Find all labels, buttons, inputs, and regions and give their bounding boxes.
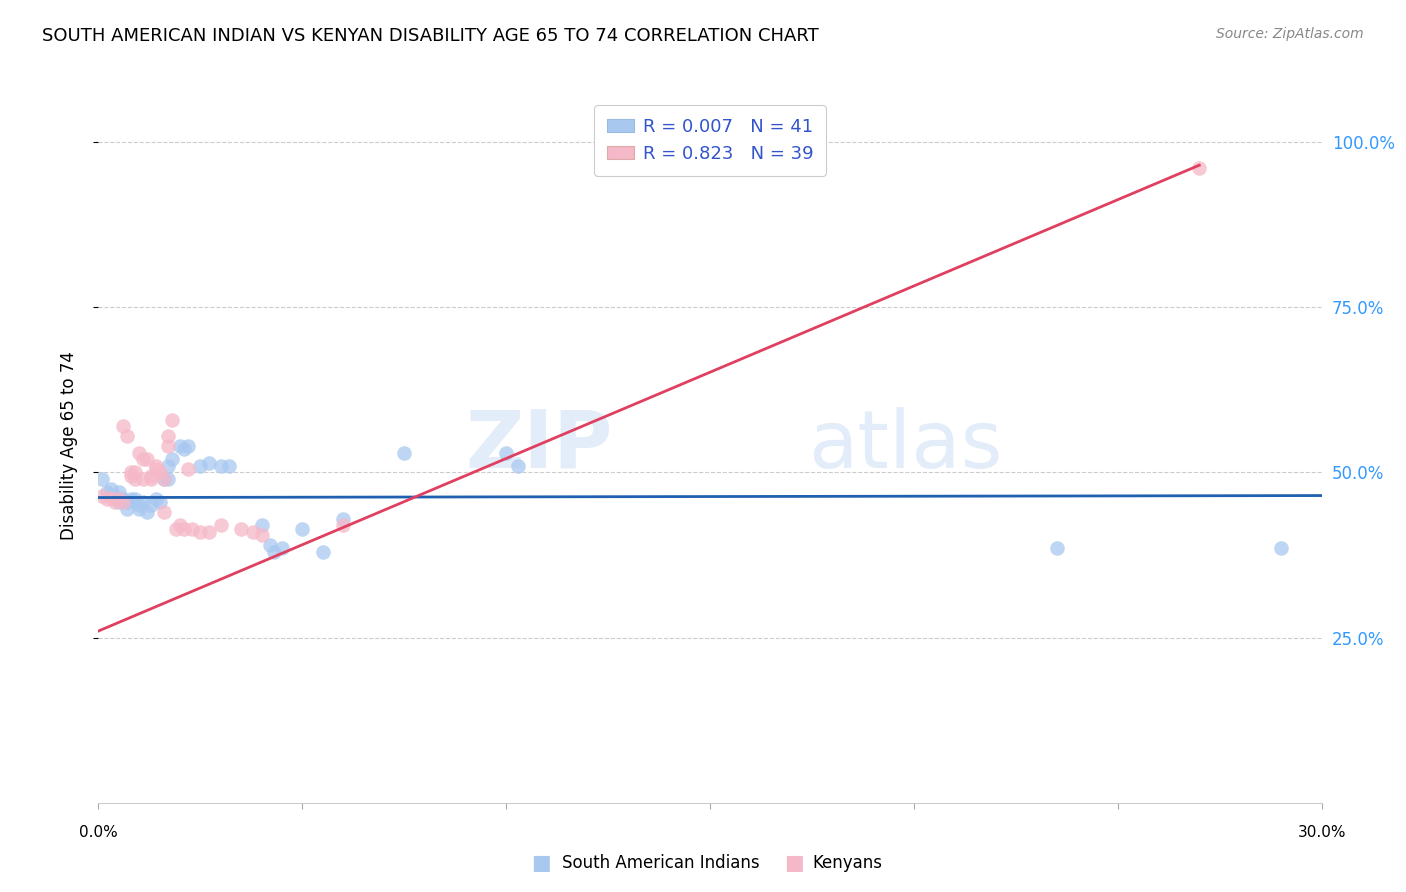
Point xyxy=(132,472,155,486)
Point xyxy=(156,439,179,453)
Text: ZIP: ZIP xyxy=(465,407,612,485)
Point xyxy=(104,495,127,509)
Text: atlas: atlas xyxy=(808,407,1002,485)
Point xyxy=(218,458,240,473)
Point xyxy=(291,522,314,536)
Point xyxy=(115,501,138,516)
Point xyxy=(152,505,174,519)
Point xyxy=(145,491,167,506)
Point xyxy=(149,466,172,480)
Legend: R = 0.007   N = 41, R = 0.823   N = 39: R = 0.007 N = 41, R = 0.823 N = 39 xyxy=(593,105,827,176)
Point xyxy=(136,452,159,467)
Point xyxy=(332,518,354,533)
Point xyxy=(120,468,142,483)
Text: ■: ■ xyxy=(531,854,551,873)
Point xyxy=(141,468,163,483)
Point xyxy=(120,491,142,506)
Point xyxy=(145,458,167,473)
Point xyxy=(209,458,232,473)
Point xyxy=(145,462,167,476)
Point xyxy=(152,472,174,486)
Point xyxy=(128,445,150,459)
Point xyxy=(124,472,146,486)
Point xyxy=(108,495,131,509)
Point xyxy=(132,452,155,467)
Point xyxy=(1045,541,1069,556)
Point xyxy=(197,456,219,470)
Point xyxy=(250,518,273,533)
Point xyxy=(156,472,179,486)
Point xyxy=(177,462,200,476)
Point xyxy=(124,466,146,480)
Point xyxy=(132,495,155,509)
Point xyxy=(495,445,517,459)
Text: 0.0%: 0.0% xyxy=(79,825,118,840)
Point xyxy=(120,466,142,480)
Point xyxy=(242,524,264,539)
Point xyxy=(91,489,114,503)
Point xyxy=(160,412,183,426)
Point xyxy=(169,518,191,533)
Point xyxy=(188,458,212,473)
Point xyxy=(136,505,159,519)
Point xyxy=(259,538,281,552)
Point xyxy=(263,545,285,559)
Text: Source: ZipAtlas.com: Source: ZipAtlas.com xyxy=(1216,27,1364,41)
Point xyxy=(115,429,138,443)
Point xyxy=(108,491,131,506)
Point xyxy=(169,439,191,453)
Point xyxy=(96,491,118,506)
Text: ■: ■ xyxy=(785,854,804,873)
Point xyxy=(160,452,183,467)
Point xyxy=(173,442,195,457)
Point xyxy=(209,518,232,533)
Point xyxy=(91,472,114,486)
Point xyxy=(96,485,118,500)
Text: 30.0%: 30.0% xyxy=(1298,825,1346,840)
Point xyxy=(250,528,273,542)
Point xyxy=(1270,541,1292,556)
Point xyxy=(156,458,179,473)
Point xyxy=(508,458,530,473)
Point xyxy=(156,429,179,443)
Point xyxy=(173,522,195,536)
Point xyxy=(197,524,219,539)
Point xyxy=(1188,161,1211,176)
Point xyxy=(128,501,150,516)
Point xyxy=(111,491,134,506)
Point xyxy=(177,439,200,453)
Point xyxy=(165,522,187,536)
Point xyxy=(188,524,212,539)
Text: SOUTH AMERICAN INDIAN VS KENYAN DISABILITY AGE 65 TO 74 CORRELATION CHART: SOUTH AMERICAN INDIAN VS KENYAN DISABILI… xyxy=(42,27,818,45)
Point xyxy=(231,522,253,536)
Point xyxy=(108,485,131,500)
Point xyxy=(111,419,134,434)
Point xyxy=(181,522,204,536)
Point xyxy=(124,491,146,506)
Point xyxy=(270,541,294,556)
Point xyxy=(100,491,122,505)
Point xyxy=(152,472,174,486)
Point xyxy=(141,472,163,486)
Point xyxy=(128,499,150,513)
Point xyxy=(115,495,138,509)
Point xyxy=(392,445,416,459)
Text: Kenyans: Kenyans xyxy=(813,855,883,872)
Point xyxy=(100,482,122,496)
Text: South American Indians: South American Indians xyxy=(562,855,761,872)
Y-axis label: Disability Age 65 to 74: Disability Age 65 to 74 xyxy=(59,351,77,541)
Point xyxy=(332,511,354,525)
Point xyxy=(312,545,335,559)
Point xyxy=(111,495,134,509)
Point xyxy=(149,495,172,509)
Point xyxy=(104,489,127,503)
Point xyxy=(141,499,163,513)
